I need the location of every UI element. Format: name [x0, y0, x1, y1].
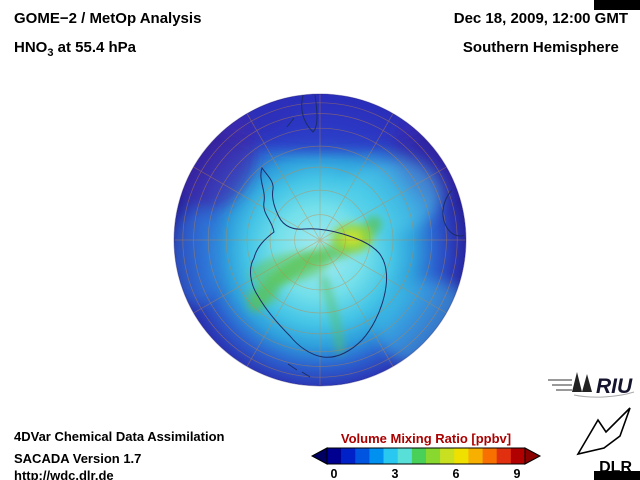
dlr-logo: DLR [576, 407, 632, 476]
dlr-logo-text: DLR [599, 459, 632, 476]
australia-coastline [442, 189, 465, 237]
hemisphere-label: Southern Hemisphere [462, 39, 619, 56]
new-zealand-coastline [287, 363, 311, 378]
hno3-enhanced-band [244, 216, 382, 355]
datetime-label: Dec 18, 2009, 12:00 GMT [453, 10, 628, 27]
riu-logo-text: RIU [596, 375, 633, 398]
colorbar-tick-3: 3 [391, 467, 399, 480]
globe-limb [173, 93, 467, 387]
colorbar-title: Volume Mixing Ratio [ppbv] [340, 431, 512, 446]
colorbar-segments [327, 448, 526, 464]
corner-mark-top-right [594, 0, 640, 10]
url-label: http://wdc.dlr.de [14, 468, 114, 480]
species-level-label: HNO3 at 55.4 hPa [14, 39, 201, 59]
species-subscript: 3 [47, 47, 54, 59]
species-name: HNO [14, 39, 48, 56]
colorbar [310, 447, 542, 465]
coastlines [250, 94, 465, 378]
assimilation-label: 4DVar Chemical Data Assimilation [14, 429, 225, 444]
colorbar-tick-9: 9 [513, 467, 521, 480]
analysis-title-block: GOME−2 / MetOp Analysis HNO3 at 55.4 hPa [14, 10, 201, 59]
analysis-title: GOME−2 / MetOp Analysis [14, 10, 202, 27]
colorbar-arrow-left [310, 447, 328, 465]
version-label: SACADA Version 1.7 [14, 451, 142, 466]
colorbar-tick-0: 0 [330, 467, 338, 480]
cathedral-icon [572, 372, 582, 392]
datetime-block: Dec 18, 2009, 12:00 GMT Southern Hemisph… [454, 10, 628, 56]
pressure-level: at 55.4 hPa [53, 39, 137, 56]
riu-logo: RIU [548, 372, 635, 398]
graticule [174, 94, 466, 386]
corner-mark-bottom-right [594, 471, 640, 480]
colorbar-arrow-right [524, 447, 542, 465]
dlr-emblem-icon [576, 407, 631, 456]
antarctica-coastline [250, 166, 388, 358]
island-coastline [286, 117, 295, 128]
colorbar-tick-6: 6 [452, 467, 460, 480]
south-america-coastline [301, 94, 318, 133]
